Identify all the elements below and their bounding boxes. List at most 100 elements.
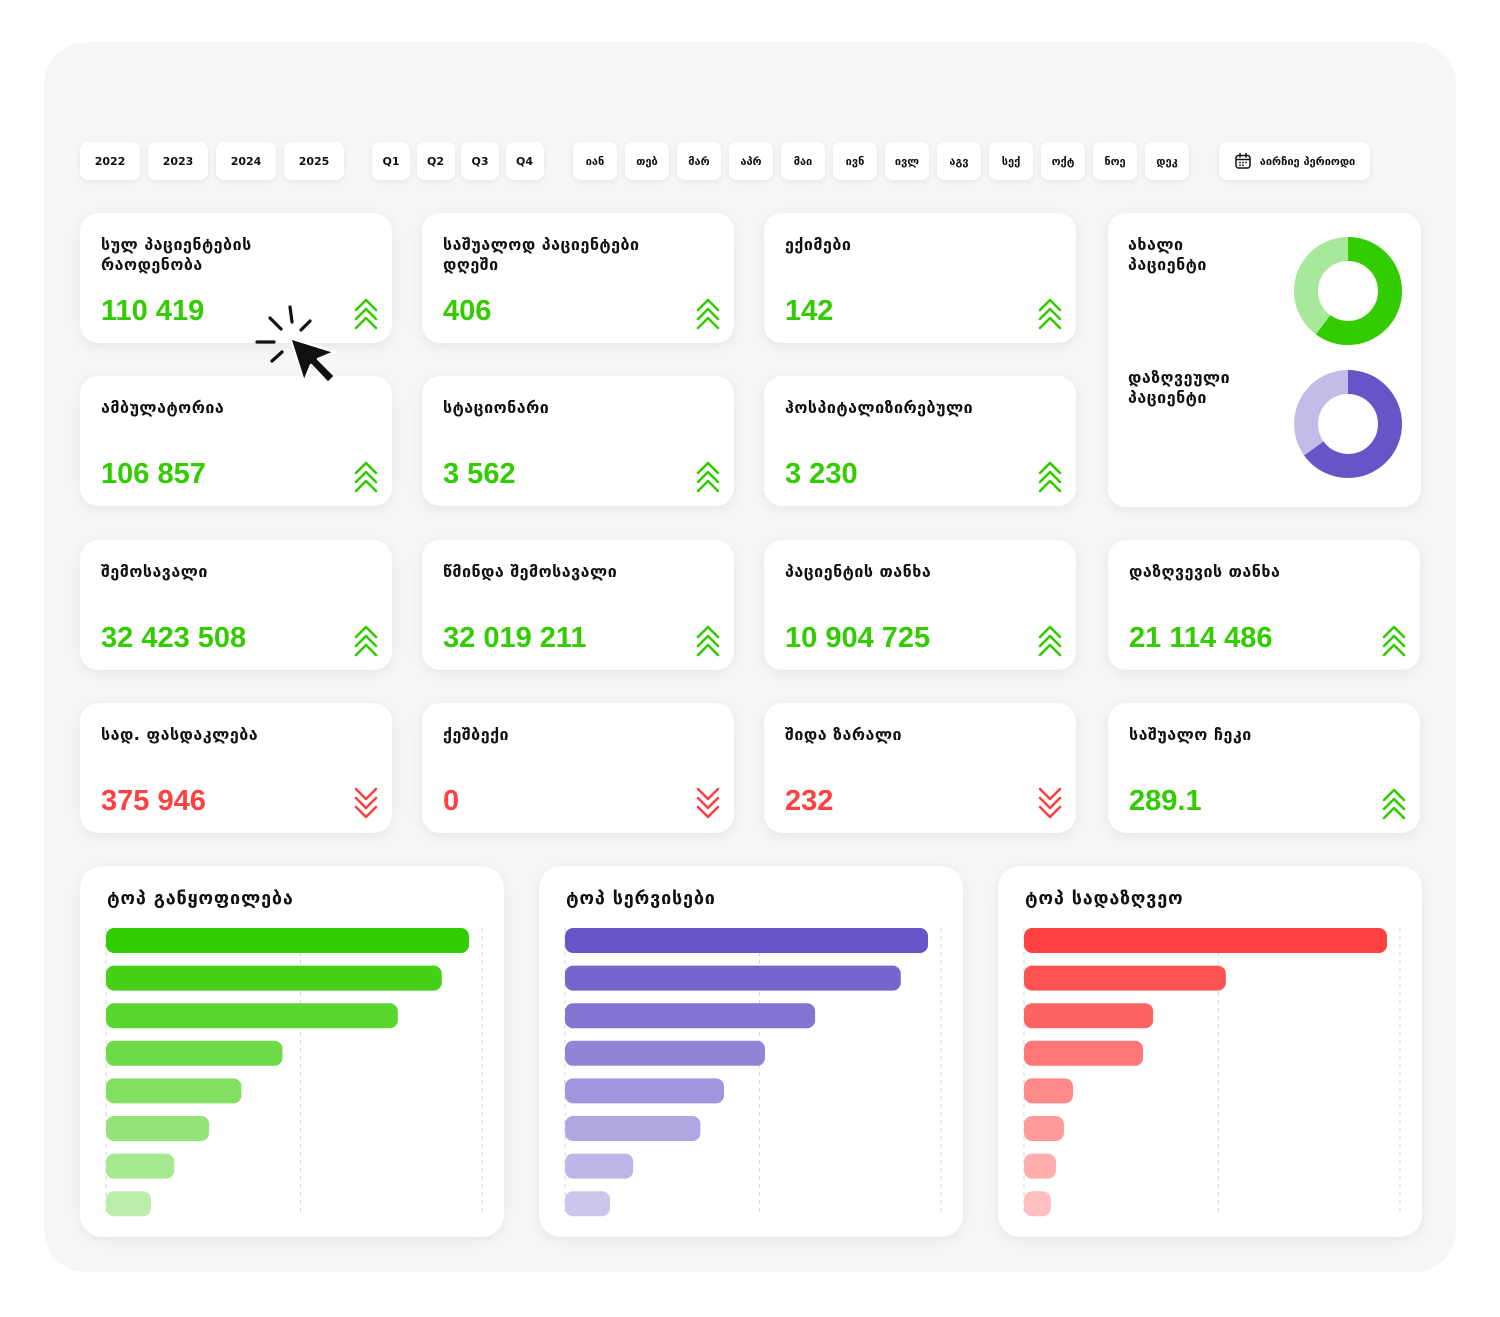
- month-chip-5[interactable]: მაი: [781, 142, 825, 180]
- quarter-chip-q2[interactable]: Q2: [416, 142, 455, 180]
- bar-2[interactable]: [565, 965, 901, 991]
- stat-card: პაციენტის თანხა 10 904 725: [764, 540, 1076, 670]
- stat-value: 10 904 725: [785, 622, 931, 654]
- month-chip-9[interactable]: სექ: [989, 142, 1033, 180]
- new-patient-donut: [1294, 237, 1402, 345]
- bar-8[interactable]: [106, 1191, 152, 1217]
- top-chart-card: ტოპ სერვისები: [539, 866, 963, 1237]
- month-chip-3[interactable]: მარ: [677, 142, 721, 180]
- stat-card: შემოსავალი 32 423 508: [80, 540, 392, 670]
- mouse-cursor-icon: [255, 305, 337, 385]
- month-chip-7[interactable]: ივლ: [885, 142, 929, 180]
- year-chip-2023[interactable]: 2023: [148, 142, 208, 180]
- trend-up-icon: [696, 461, 720, 493]
- bar-5[interactable]: [565, 1078, 724, 1104]
- quarter-chip-q1[interactable]: Q1: [372, 142, 410, 180]
- bar-6[interactable]: [1024, 1116, 1064, 1141]
- period-picker-label: აირჩიე პერიოდი: [1259, 154, 1356, 168]
- bar-5[interactable]: [1024, 1078, 1074, 1104]
- stat-label: სულ პაციენტების რაოდენობა: [101, 235, 252, 274]
- bar-6[interactable]: [565, 1116, 701, 1141]
- stat-value: 3 230: [785, 458, 858, 490]
- trend-up-icon: [696, 625, 720, 657]
- bar-7[interactable]: [1024, 1153, 1056, 1179]
- trend-up-icon: [1038, 298, 1062, 330]
- stat-card: წმინდა შემოსავალი 32 019 211: [422, 540, 734, 670]
- bar-4[interactable]: [106, 1040, 283, 1066]
- month-chip-6[interactable]: ივნ: [833, 142, 877, 180]
- bar-1[interactable]: [106, 928, 469, 953]
- month-chip-2[interactable]: თებ: [625, 142, 669, 180]
- stat-label: წმინდა შემოსავალი: [443, 562, 618, 581]
- chart-title: ტოპ სადაზღვეო: [1025, 888, 1184, 909]
- bar-2[interactable]: [1024, 965, 1226, 991]
- trend-up-icon: [1038, 461, 1062, 493]
- period-picker-button[interactable]: აირჩიე პერიოდი: [1219, 142, 1370, 180]
- bar-3[interactable]: [106, 1003, 398, 1029]
- stat-card: საშუალოდ პაციენტები დღეში 406: [422, 213, 734, 343]
- stat-value: 232: [785, 785, 834, 817]
- chart-title: ტოპ განყოფილება: [107, 888, 294, 909]
- stat-card: საშუალო ჩეკი 289.1: [1108, 703, 1420, 833]
- top-chart-card: ტოპ განყოფილება: [80, 866, 504, 1237]
- stat-card: შიდა ზარალი 232: [764, 703, 1076, 833]
- bar-2[interactable]: [106, 965, 442, 991]
- stat-label: შიდა ზარალი: [785, 725, 903, 744]
- bar-4[interactable]: [565, 1040, 766, 1066]
- month-chip-1[interactable]: იან: [573, 142, 617, 180]
- month-chip-4[interactable]: აპრ: [729, 142, 773, 180]
- trend-up-icon: [1038, 625, 1062, 657]
- quarter-chip-q3[interactable]: Q3: [461, 142, 499, 180]
- bar-8[interactable]: [1024, 1191, 1051, 1217]
- calendar-icon: [1234, 152, 1251, 169]
- bar-1[interactable]: [1024, 928, 1387, 953]
- bar-3[interactable]: [565, 1003, 816, 1029]
- top-chart-card: ტოპ სადაზღვეო: [998, 866, 1422, 1237]
- stat-value: 375 946: [101, 785, 206, 817]
- stat-value: 289.1: [1129, 785, 1202, 817]
- month-chip-12[interactable]: დეკ: [1145, 142, 1189, 180]
- trend-up-icon: [354, 625, 378, 657]
- bar-1[interactable]: [565, 928, 928, 953]
- stat-label: ამბულატორია: [101, 398, 225, 417]
- year-chip-2022[interactable]: 2022: [80, 142, 140, 180]
- stat-label: ექიმები: [785, 235, 852, 254]
- bar-7[interactable]: [565, 1153, 634, 1179]
- trend-up-icon: [354, 461, 378, 493]
- month-chip-10[interactable]: ოქტ: [1041, 142, 1085, 180]
- stat-card: სად. ფასდაკლება 375 946: [80, 703, 392, 833]
- stat-card: ამბულატორია 106 857: [80, 376, 392, 506]
- trend-up-icon: [696, 298, 720, 330]
- stat-card: სულ პაციენტების რაოდენობა 110 419: [80, 213, 392, 343]
- bar-chart: [105, 928, 483, 1217]
- bar-5[interactable]: [106, 1078, 242, 1104]
- trend-up-icon: [1382, 788, 1406, 820]
- chart-title: ტოპ სერვისები: [566, 888, 716, 909]
- month-chip-11[interactable]: ნოე: [1093, 142, 1137, 180]
- bar-4[interactable]: [1024, 1040, 1144, 1066]
- stat-label: საშუალო ჩეკი: [1129, 725, 1252, 744]
- stat-value: 0: [443, 785, 460, 817]
- bar-7[interactable]: [106, 1153, 175, 1179]
- trend-down-icon: [354, 787, 378, 819]
- bar-3[interactable]: [1024, 1003, 1154, 1029]
- stat-label: ჰოსპიტალიზირებული: [785, 398, 974, 417]
- month-chip-8[interactable]: აგვ: [937, 142, 981, 180]
- bar-8[interactable]: [565, 1191, 611, 1217]
- stat-card: ქეშბექი 0: [422, 703, 734, 833]
- stat-value: 406: [443, 295, 492, 327]
- stat-label: სად. ფასდაკლება: [101, 725, 259, 744]
- year-chip-2025[interactable]: 2025: [284, 142, 344, 180]
- new-patient-label: ახალი პაციენტი: [1128, 235, 1207, 274]
- stat-label: დაზღვევის თანხა: [1129, 562, 1281, 581]
- bar-6[interactable]: [106, 1116, 210, 1141]
- year-chip-2024[interactable]: 2024: [216, 142, 276, 180]
- trend-down-icon: [1038, 787, 1062, 819]
- donut-main-slice: [1294, 370, 1402, 478]
- stat-value: 110 419: [101, 295, 205, 327]
- stat-label: ქეშბექი: [443, 725, 510, 744]
- stat-value: 3 562: [443, 458, 516, 490]
- trend-up-icon: [1382, 625, 1406, 657]
- bar-chart: [564, 928, 942, 1217]
- quarter-chip-q4[interactable]: Q4: [505, 142, 544, 180]
